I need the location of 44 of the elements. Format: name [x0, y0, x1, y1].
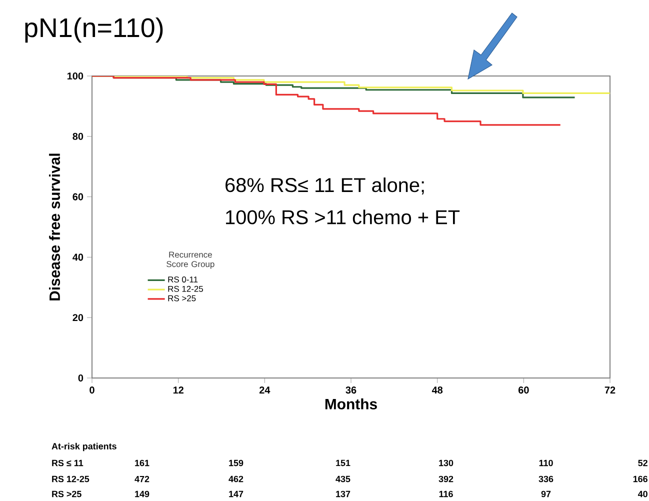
- text: 137: [336, 490, 350, 498]
- text: RS 12-25: [52, 476, 90, 482]
- text: 149: [135, 490, 150, 498]
- y-tick-label: 80: [72, 132, 84, 140]
- x-tick-label: 60: [518, 386, 529, 394]
- text: 151: [336, 460, 350, 466]
- text: 52: [638, 460, 648, 466]
- text: 116: [439, 490, 453, 498]
- x-tick-label: 0: [90, 386, 94, 394]
- annotation: 68% RS≤ 11 ET alone;: [226, 178, 424, 194]
- y-tick-label: 40: [72, 254, 84, 261]
- text: 161: [135, 460, 150, 466]
- y-tick-label: 60: [72, 193, 84, 200]
- legend-label: RS >25: [168, 295, 196, 302]
- text: 130: [439, 460, 454, 466]
- legend-label: RS 12-25: [168, 286, 203, 292]
- x-tick-label: 24: [259, 386, 270, 394]
- annotation: 100% RS >11 chemo + ET: [226, 210, 460, 224]
- text: RS >25: [52, 490, 82, 498]
- legend-title: Recurrence Score Group: [166, 252, 214, 269]
- text: 40: [638, 490, 648, 498]
- text: 392: [438, 476, 454, 482]
- text: 97: [541, 490, 551, 498]
- chart-title: pN1(n=110): [25, 18, 163, 43]
- x-axis-title: Months: [325, 398, 377, 410]
- y-axis-title: Disease free survival: [49, 154, 60, 300]
- y-tick-label: 100: [67, 72, 84, 80]
- text: 462: [228, 476, 244, 482]
- text: 336: [538, 476, 554, 482]
- text: 147: [229, 490, 244, 498]
- text: 110: [539, 460, 553, 466]
- y-tick-label: 20: [72, 314, 84, 322]
- text: 435: [336, 476, 350, 482]
- text: 166: [633, 476, 648, 482]
- x-tick-label: 12: [173, 386, 184, 394]
- x-tick-label: 36: [346, 386, 356, 394]
- y-tick-label: 0: [78, 374, 84, 382]
- text: 159: [229, 460, 244, 466]
- text: 472: [134, 476, 150, 482]
- x-tick-label: 72: [604, 386, 616, 394]
- text: RS ≤ 11: [52, 460, 84, 466]
- text: At-risk patients: [52, 442, 116, 452]
- legend-label: RS 0-11: [168, 276, 198, 282]
- x-tick-label: 48: [432, 386, 443, 394]
